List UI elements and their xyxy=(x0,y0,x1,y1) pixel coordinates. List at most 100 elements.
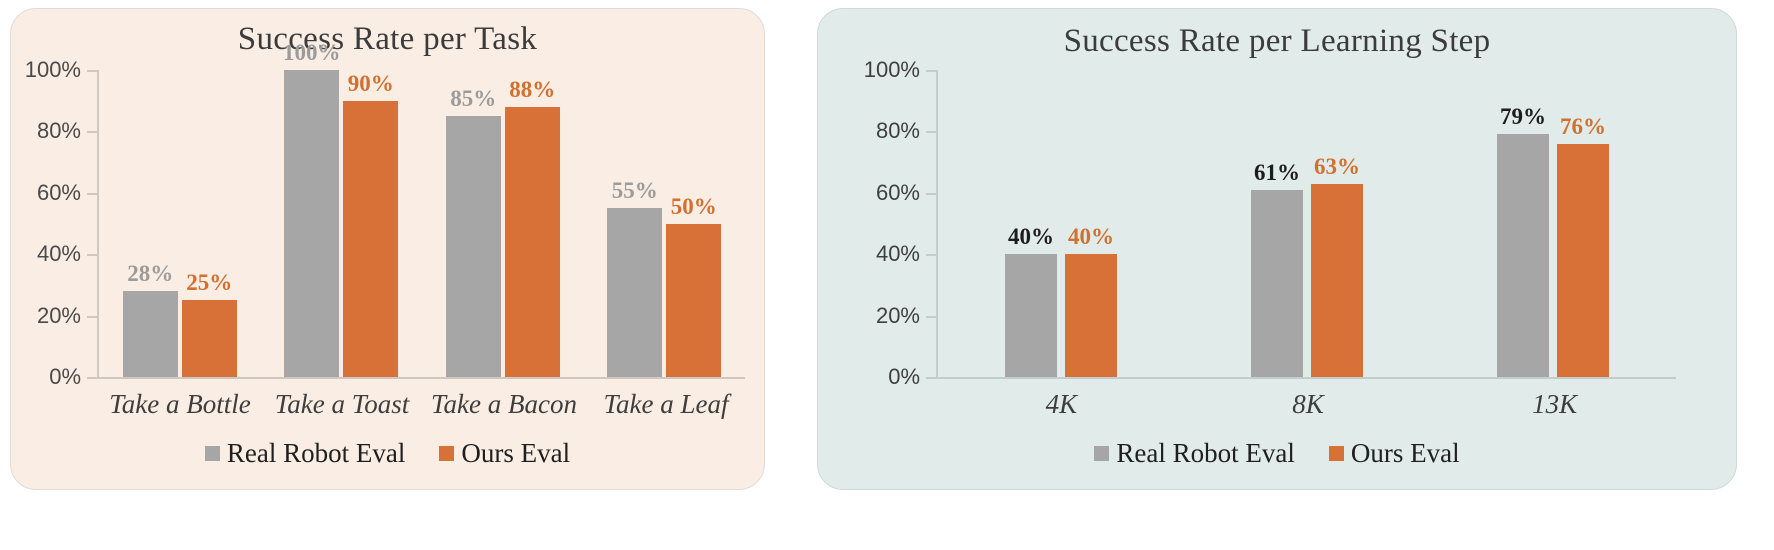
y-tick-mark xyxy=(926,131,936,134)
y-tick-label: 40% xyxy=(36,241,81,267)
y-tick-label: 60% xyxy=(875,179,920,205)
bar-ours-eval-take-a-bacon[interactable]: 88% xyxy=(504,70,560,377)
x-axis-labels-right: 4K 8K 13K xyxy=(938,389,1678,420)
bar-rect[interactable]: 85% xyxy=(445,87,501,377)
x-axis-label-8k: 8K xyxy=(1292,389,1324,419)
y-tick-mark xyxy=(87,70,97,72)
bar-rect[interactable]: 55% xyxy=(607,179,663,377)
bar-value-label: 76% xyxy=(1560,113,1606,139)
bar-group-take-a-bottle: 28% 25% xyxy=(99,70,261,377)
bar-ours-eval-take-a-leaf[interactable]: 50% xyxy=(666,70,722,377)
bar-rect[interactable]: 25% xyxy=(181,271,237,377)
y-tick-mark xyxy=(87,131,97,134)
chart-title-left: Success Rate per Task xyxy=(237,21,538,57)
y-tick-label: 0% xyxy=(49,364,81,389)
bar-group-take-a-leaf: 55% 50% xyxy=(584,70,746,377)
y-tick-label: 40% xyxy=(875,241,920,267)
bar-real-robot-eval-take-a-bottle[interactable]: 28% xyxy=(122,70,178,377)
x-axis-labels-left: Take a Bottle Take a Toast Take a Bacon Tak… xyxy=(99,389,747,420)
bar-ours-eval-4k[interactable]: 40% xyxy=(1065,70,1117,377)
bar-rect[interactable]: 28% xyxy=(122,262,178,377)
y-tick-label: 60% xyxy=(36,179,81,205)
y-tick-label: 0% xyxy=(888,364,920,389)
y-tick-label: 100% xyxy=(863,57,920,82)
x-axis-label-take-a-toast: Take a Toast xyxy=(274,389,410,419)
bar-value-label: 55% xyxy=(611,178,658,204)
chart-panel-success-rate-per-task: Success Rate per Task 0% 20% 40% 60% 80% 100%… xyxy=(10,8,765,490)
y-tick-mark xyxy=(87,315,97,318)
bar-rect[interactable]: 100% xyxy=(283,41,341,377)
chart-title-right: Success Rate per Learning Step xyxy=(1063,23,1491,59)
bar-real-robot-eval-take-a-bacon[interactable]: 85% xyxy=(445,70,501,377)
x-axis-label-13k: 13K xyxy=(1532,389,1578,419)
bar-value-label: 61% xyxy=(1254,159,1300,185)
bar-ours-eval-take-a-toast[interactable]: 90% xyxy=(343,70,399,377)
bar-rect[interactable]: 88% xyxy=(504,78,560,377)
bar-value-label: 40% xyxy=(1008,224,1054,250)
y-axis-line-left xyxy=(97,70,99,377)
bar-rect[interactable]: 76% xyxy=(1557,115,1609,377)
y-tick-label: 20% xyxy=(36,302,81,328)
plot-area-left: 0% 20% 40% 60% 80% 100% 28% 25% 100% 90% 85% 88% 55… xyxy=(25,41,746,389)
bar-real-robot-eval-take-a-toast[interactable]: 100% xyxy=(283,41,341,377)
bar-value-label: 28% xyxy=(127,261,174,287)
bar-group-take-a-bacon: 85% 88% xyxy=(422,70,584,377)
y-tick-label: 20% xyxy=(875,302,920,328)
bar-group-4k: 40% 40% xyxy=(938,70,1184,377)
y-tick-label: 80% xyxy=(36,118,81,144)
legend-swatch-icon xyxy=(204,446,220,461)
plot-area-right: 0% 20% 40% 60% 80% 100% 40% 40% 61% 63% 79% 76% xyxy=(864,57,1676,389)
bar-rect[interactable]: 79% xyxy=(1497,105,1549,377)
bar-rect[interactable]: 63% xyxy=(1311,155,1363,377)
legend-right: Real Robot Eval Ours Eval xyxy=(818,440,1736,467)
bar-value-label: 25% xyxy=(186,270,233,296)
legend-left: Real Robot Eval Ours Eval xyxy=(11,440,764,467)
y-tick-mark xyxy=(87,377,97,379)
legend-item-real-robot-eval[interactable]: Real Robot Eval xyxy=(204,438,406,468)
bar-value-label: 50% xyxy=(670,193,717,219)
x-axis-label-4k: 4K xyxy=(1045,389,1078,419)
bar-group-take-a-toast: 100% 90% xyxy=(261,41,423,377)
bar-real-robot-eval-13k[interactable]: 79% xyxy=(1497,70,1549,377)
legend-swatch-icon xyxy=(1094,446,1110,461)
bar-group-8k: 61% 63% xyxy=(1184,70,1430,377)
y-tick-label: 100% xyxy=(24,57,81,82)
bar-value-label: 90% xyxy=(347,70,394,96)
bar-ours-eval-13k[interactable]: 76% xyxy=(1557,70,1609,377)
bar-groups-left: 28% 25% 100% 90% 85% 88% 55% 50% xyxy=(99,41,746,377)
bar-rect[interactable]: 90% xyxy=(343,72,399,377)
y-axis-line-right xyxy=(936,70,938,377)
legend-item-real-robot-eval[interactable]: Real Robot Eval xyxy=(1094,438,1295,468)
y-tick-mark xyxy=(926,315,936,318)
bar-value-label: 79% xyxy=(1500,104,1546,130)
bar-rect[interactable]: 40% xyxy=(1065,225,1117,377)
bar-rect[interactable]: 61% xyxy=(1251,161,1303,377)
bar-ours-eval-8k[interactable]: 63% xyxy=(1311,70,1363,377)
bar-rect[interactable]: 40% xyxy=(1005,225,1057,377)
legend-label: Ours Eval xyxy=(1350,438,1460,468)
bar-value-label: 85% xyxy=(450,86,497,112)
y-tick-mark xyxy=(926,254,936,257)
legend-label: Real Robot Eval xyxy=(226,438,406,468)
legend-item-ours-eval[interactable]: Ours Eval xyxy=(439,440,570,467)
legend-label: Real Robot Eval xyxy=(1116,438,1295,468)
legend-item-ours-eval[interactable]: Ours Eval xyxy=(1328,438,1460,468)
x-axis-label-take-a-bacon: Take a Bacon xyxy=(431,389,577,419)
bar-group-13k: 79% 76% xyxy=(1430,70,1676,377)
bar-value-label: 63% xyxy=(1314,153,1360,179)
bar-real-robot-eval-take-a-leaf[interactable]: 55% xyxy=(607,70,663,377)
bar-rect[interactable]: 50% xyxy=(666,195,722,377)
chart-panel-success-rate-per-learning-step: Success Rate per Learning Step 0% 20% 40% 6… xyxy=(817,8,1737,490)
legend-label: Ours Eval xyxy=(461,438,571,468)
y-tick-mark xyxy=(87,254,97,257)
y-tick-mark xyxy=(926,70,936,72)
legend-swatch-icon xyxy=(1328,446,1344,461)
bar-real-robot-eval-8k[interactable]: 61% xyxy=(1251,70,1303,377)
x-axis-baseline-right xyxy=(936,377,1676,379)
y-tick-label: 80% xyxy=(875,118,920,144)
bar-ours-eval-take-a-bottle[interactable]: 25% xyxy=(181,70,237,377)
legend-swatch-icon xyxy=(439,446,455,461)
bar-groups-right: 40% 40% 61% 63% 79% 76% xyxy=(938,70,1676,377)
bar-real-robot-eval-4k[interactable]: 40% xyxy=(1005,70,1057,377)
